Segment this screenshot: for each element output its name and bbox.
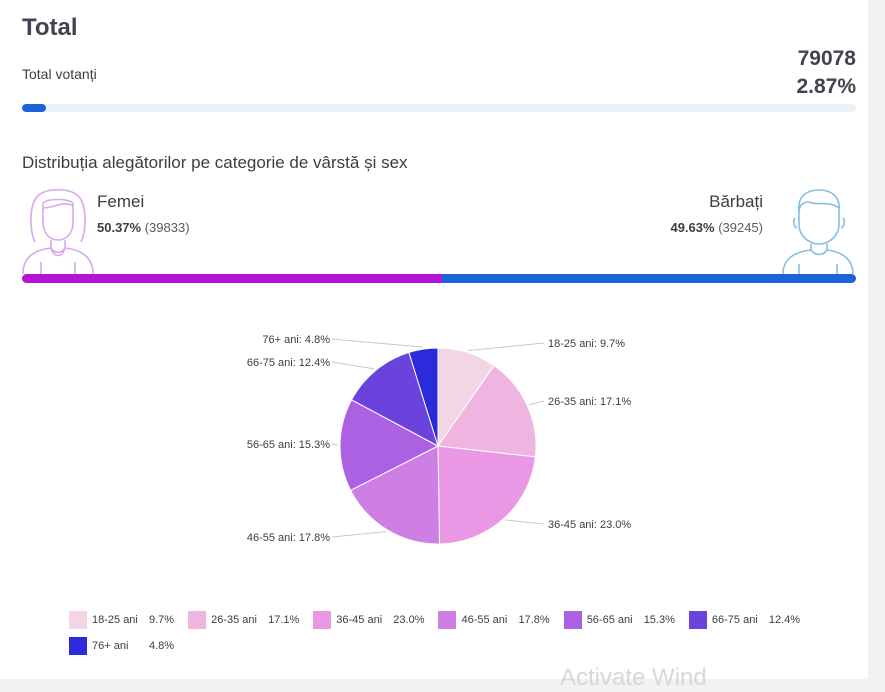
legend-item[interactable]: 56-65 ani 15.3% (563, 610, 675, 630)
legend-item[interactable]: 76+ ani 4.8% (69, 636, 174, 656)
legend-value: 17.1% (268, 614, 300, 626)
legend-value: 17.8% (518, 614, 550, 626)
legend-item[interactable]: 26-35 ani 17.1% (188, 610, 299, 630)
legend-label: 36-45 ani (336, 614, 383, 626)
legend-value: 9.7% (149, 614, 175, 626)
pie-leader-line-4 (331, 443, 339, 446)
pie-slice-label-4: 56-65 ani: 15.3% (247, 439, 330, 451)
pie-slice-6[interactable] (408, 347, 439, 447)
legend-label: 56-65 ani (586, 614, 633, 626)
men-label: Bărbați (709, 192, 763, 211)
legend-swatch (688, 611, 707, 629)
pie-slice-label-6: 76+ ani: 4.8% (262, 334, 330, 346)
pie-slice-label-3: 46-55 ani: 17.8% (247, 532, 330, 544)
legend-swatch (188, 611, 207, 629)
distribution-title: Distribuția alegătorilor pe categorie de… (22, 153, 408, 172)
age-pie-chart: 18-25 ani: 9.7% 26-35 ani: 17.1% 36-45 ani… (247, 334, 631, 545)
pie-slice-label-1: 26-35 ani: 17.1% (548, 396, 631, 408)
women-stats: 50.37% (39833) (97, 220, 190, 235)
chart-legend: 18-25 ani 9.7% 26-35 ani 17.1% 36-45 ani 23.0… (69, 610, 849, 656)
results-panel: Total Total votanți 79078 2.87% Distribu… (0, 0, 868, 691)
pie-slice-label-0: 18-25 ani: 9.7% (548, 338, 625, 350)
legend-value: 15.3% (643, 614, 675, 626)
pie-leader-line-2 (505, 519, 545, 525)
legend-item[interactable]: 66-75 ani 12.4% (688, 610, 801, 630)
pie-slice-label-5: 66-75 ani: 12.4% (247, 357, 330, 369)
legend-item[interactable]: 36-45 ani 23.0% (313, 610, 424, 630)
gender-split-women (22, 274, 443, 283)
pie-leader-line-0 (467, 342, 545, 352)
men-count: (39245) (718, 220, 763, 235)
legend-swatch (313, 611, 332, 629)
pie-slice-5[interactable] (350, 351, 439, 448)
legend-value: 23.0% (393, 614, 425, 626)
men-stats: 49.63% (39245) (670, 220, 763, 235)
pie-slice-4[interactable] (339, 399, 440, 491)
pie-leader-line-5 (331, 361, 375, 370)
total-voters-count: 79078 (797, 47, 856, 70)
legend-swatch (69, 637, 87, 655)
male-avatar-icon (782, 189, 854, 275)
female-avatar-icon (22, 188, 94, 275)
pie-leader-line-6 (331, 338, 424, 348)
turnout-progress-bar (22, 104, 856, 112)
total-voters-percent: 2.87% (796, 75, 856, 98)
pie-slice-2[interactable] (437, 445, 536, 545)
pie-leader-line-3 (331, 531, 387, 538)
total-voters-label: Total votanți (22, 66, 97, 82)
pie-slice-1[interactable] (437, 364, 537, 458)
legend-label: 26-35 ani (211, 614, 257, 626)
legend-swatch (69, 611, 87, 629)
legend-value: 4.8% (149, 640, 175, 652)
legend-label: 46-55 ani (461, 614, 508, 626)
turnout-progress-fill (22, 104, 46, 112)
legend-value: 12.4% (768, 614, 801, 626)
legend-swatch (563, 611, 582, 629)
pie-leader-line-1 (528, 400, 545, 406)
total-title: Total (22, 14, 78, 41)
men-percent: 49.63% (670, 220, 715, 235)
legend-swatch (438, 611, 457, 629)
women-percent: 50.37% (97, 220, 142, 235)
pie-slice-3[interactable] (349, 445, 441, 545)
pie-slice-label-2: 36-45 ani: 23.0% (548, 519, 631, 531)
gender-split-bar (22, 274, 856, 283)
women-count: (39833) (144, 220, 190, 235)
women-label: Femei (97, 192, 145, 211)
legend-item[interactable]: 18-25 ani 9.7% (69, 610, 174, 630)
legend-item[interactable]: 46-55 ani 17.8% (438, 610, 550, 630)
legend-label: 76+ ani (92, 640, 129, 652)
legend-label: 66-75 ani (711, 614, 758, 626)
gender-split-men (442, 274, 856, 283)
os-watermark: Activate Wind (560, 664, 707, 691)
legend-label: 18-25 ani (92, 614, 138, 626)
